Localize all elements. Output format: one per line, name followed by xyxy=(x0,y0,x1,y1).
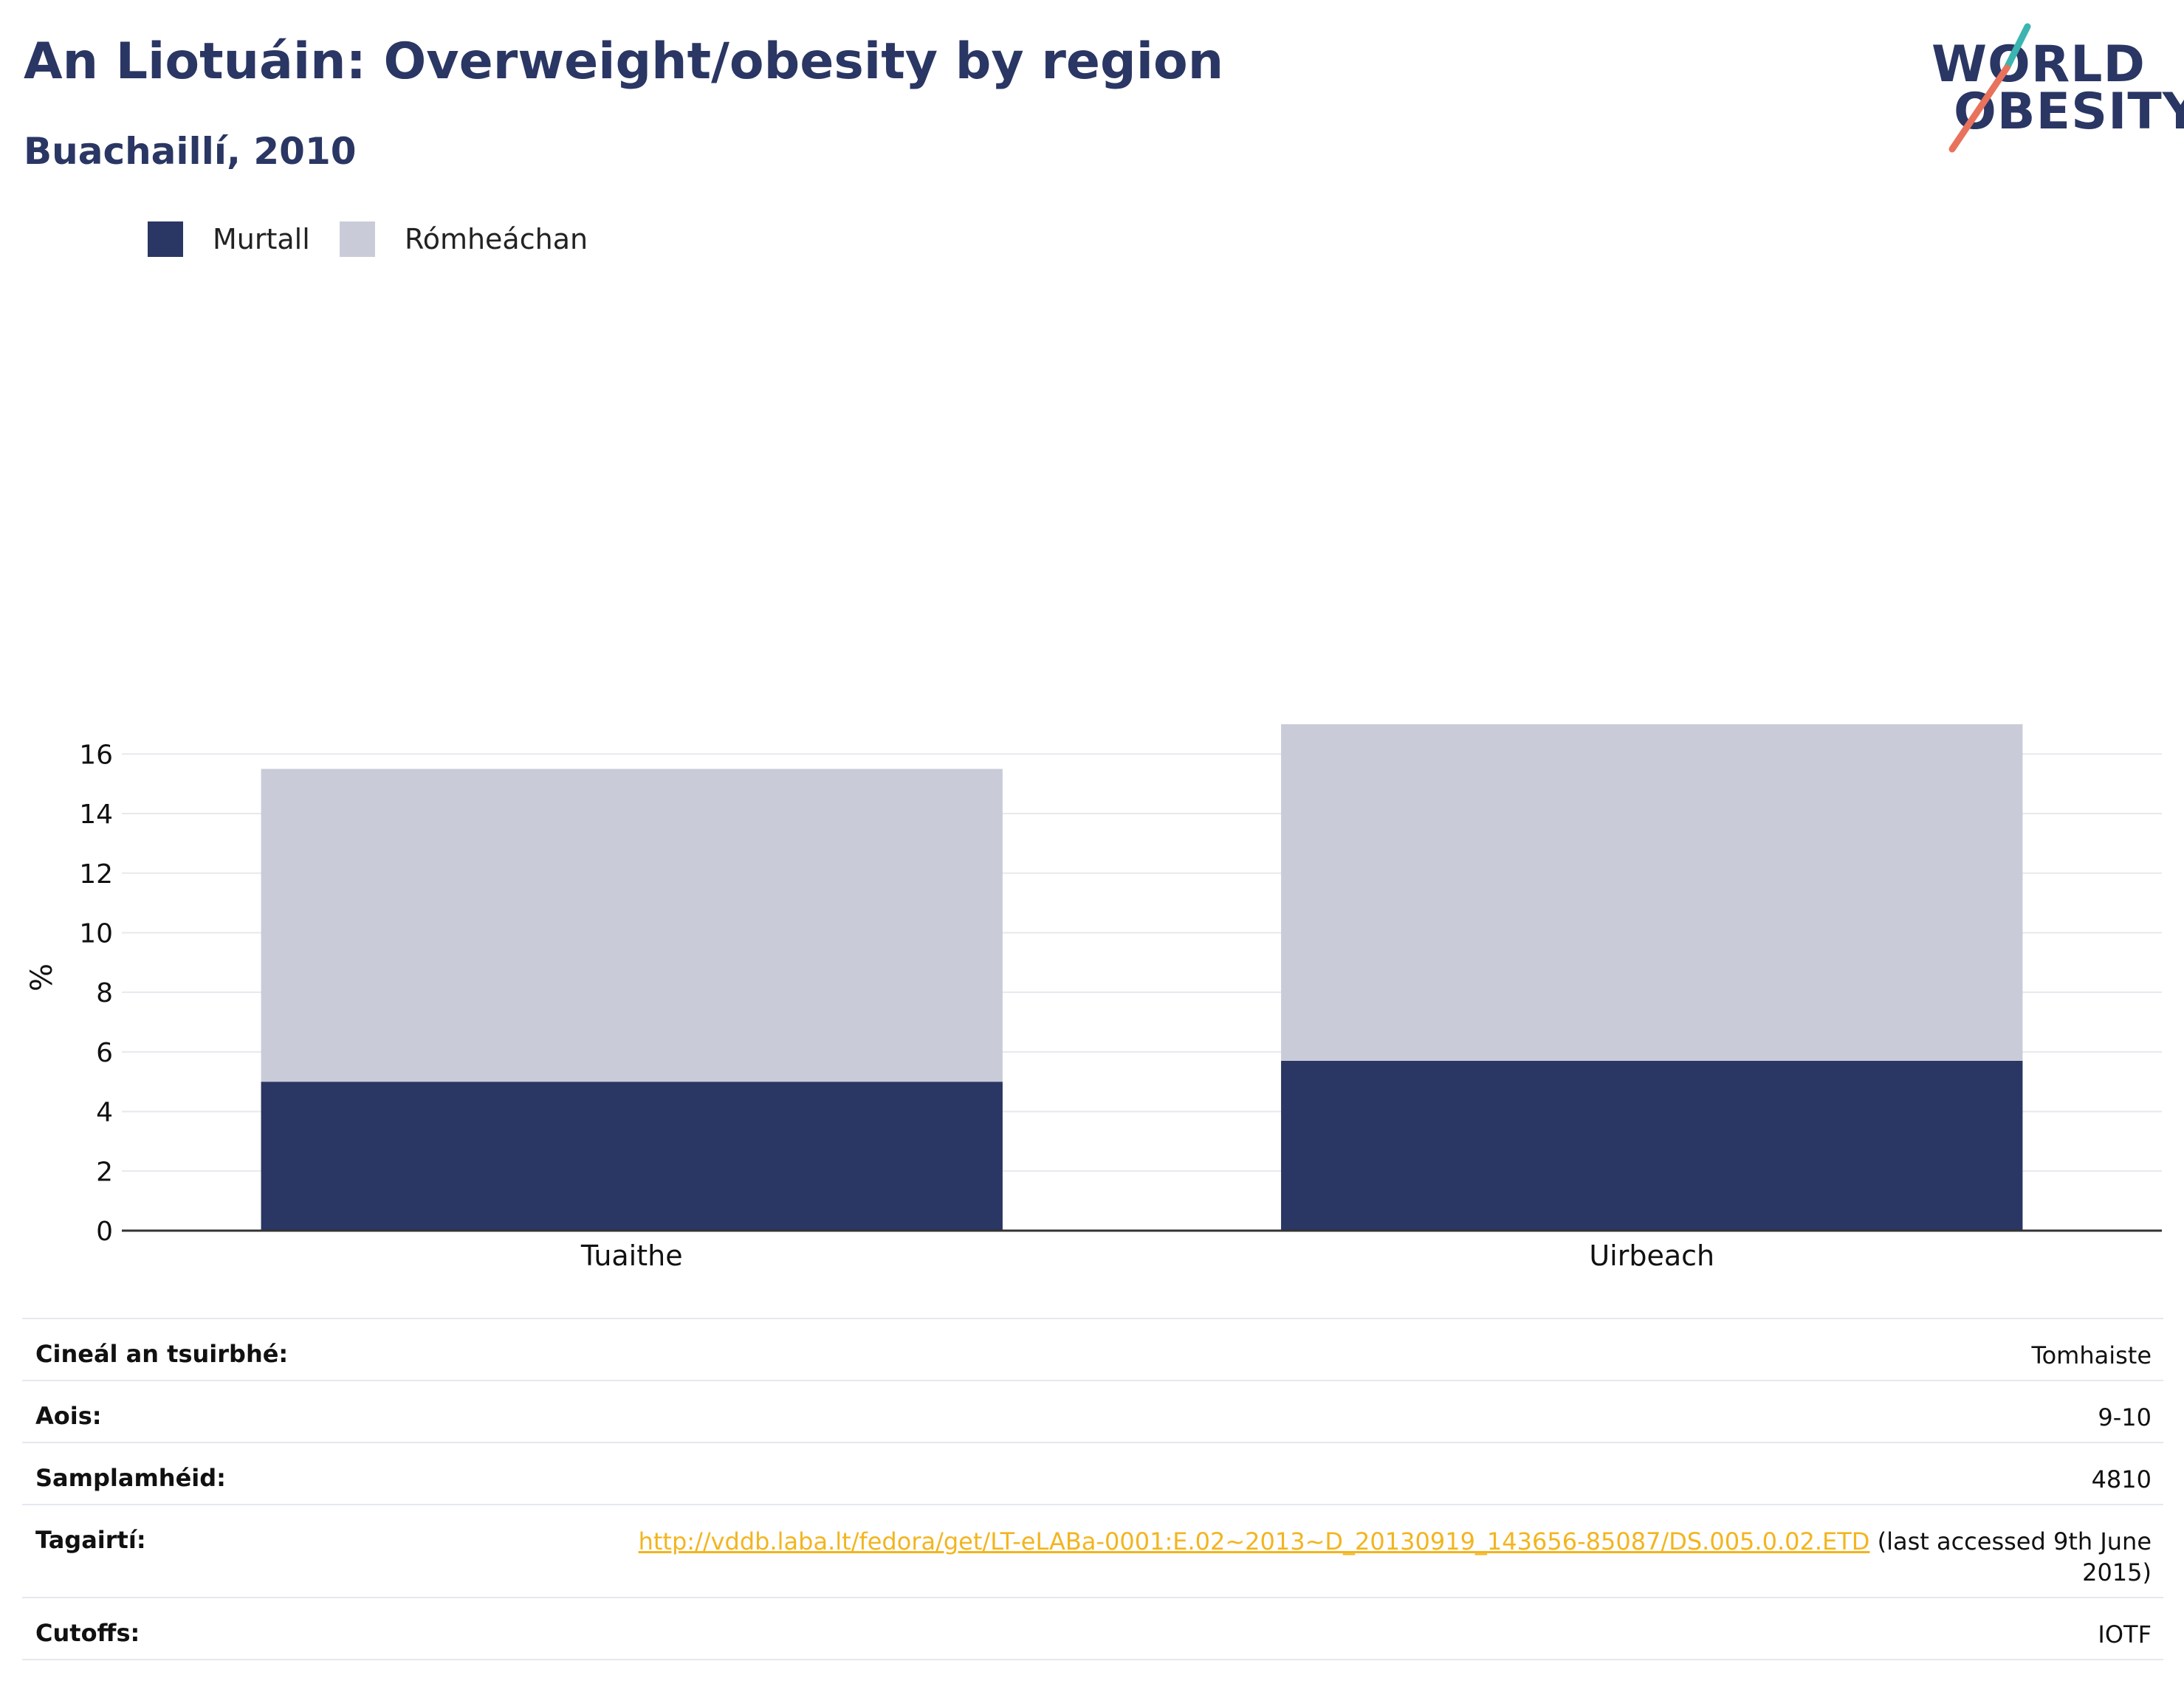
stacked-bar-chart: 0 2 4 6 8 10 12 14 16 Tuaithe Uirbeach% xyxy=(25,724,2162,1272)
legend-label-obese: Murtall xyxy=(213,223,310,255)
logo-slash-icon xyxy=(1948,23,2031,153)
age-label: Aois: xyxy=(35,1402,102,1430)
info-row-references: Tagairtí: http://vddb.laba.lt/fedora/get… xyxy=(22,1505,2163,1598)
chart-title: An Liotuáin: Overweight/obesity by regio… xyxy=(24,32,1224,91)
y-tick-label: 14 xyxy=(79,800,113,830)
survey-type-value: Tomhaiste xyxy=(2031,1341,2152,1369)
legend-label-overweight: Rómheáchan xyxy=(405,223,588,255)
y-tick-label: 16 xyxy=(79,740,113,770)
y-tick-label: 0 xyxy=(96,1217,113,1247)
y-axis-label: % xyxy=(25,963,59,991)
bar-obese-1 xyxy=(1281,1060,2023,1231)
chart-subtitle: Buachaillí, 2010 xyxy=(24,130,357,173)
reference-note: (last accessed 9th June 2015) xyxy=(1869,1527,2152,1586)
legend-swatch-overweight xyxy=(340,221,375,257)
sample-size-label: Samplamhéid: xyxy=(35,1464,226,1492)
info-row-cutoffs: Cutoffs: IOTF xyxy=(22,1598,2163,1660)
y-tick-label: 12 xyxy=(79,859,113,890)
x-tick-label: Tuaithe xyxy=(580,1240,683,1272)
sample-size-value: 4810 xyxy=(2091,1465,2152,1493)
y-tick-label: 2 xyxy=(96,1157,113,1187)
references-label: Tagairtí: xyxy=(35,1526,146,1554)
survey-info-table: Cineál an tsuirbhé: Tomhaiste Aois: 9-10… xyxy=(22,1318,2163,1660)
y-tick-label: 10 xyxy=(79,918,113,949)
cutoffs-label: Cutoffs: xyxy=(35,1619,140,1647)
reference-link[interactable]: http://vddb.laba.lt/fedora/get/LT-eLABa-… xyxy=(638,1527,1870,1555)
legend-swatch-obese xyxy=(148,221,183,257)
world-obesity-logo: WORLD OBESITY xyxy=(1920,22,2184,155)
info-row-age: Aois: 9-10 xyxy=(22,1381,2163,1443)
cutoffs-value: IOTF xyxy=(2098,1620,2152,1648)
age-value: 9-10 xyxy=(2098,1403,2152,1431)
info-row-survey-type: Cineál an tsuirbhé: Tomhaiste xyxy=(22,1318,2163,1381)
y-tick-label: 4 xyxy=(96,1098,113,1128)
y-tick-label: 8 xyxy=(96,978,113,1008)
logo-word-world: WORLD xyxy=(1931,35,2146,94)
bar-obese-0 xyxy=(261,1082,1003,1231)
bar-overweight-1 xyxy=(1281,724,2023,1061)
y-tick-label: 6 xyxy=(96,1038,113,1068)
info-row-sample-size: Samplamhéid: 4810 xyxy=(22,1443,2163,1505)
survey-type-label: Cineál an tsuirbhé: xyxy=(35,1340,289,1368)
references-value: http://vddb.laba.lt/fedora/get/LT-eLABa-… xyxy=(631,1526,2152,1588)
x-tick-label: Uirbeach xyxy=(1589,1240,1714,1272)
bar-overweight-0 xyxy=(261,769,1003,1082)
